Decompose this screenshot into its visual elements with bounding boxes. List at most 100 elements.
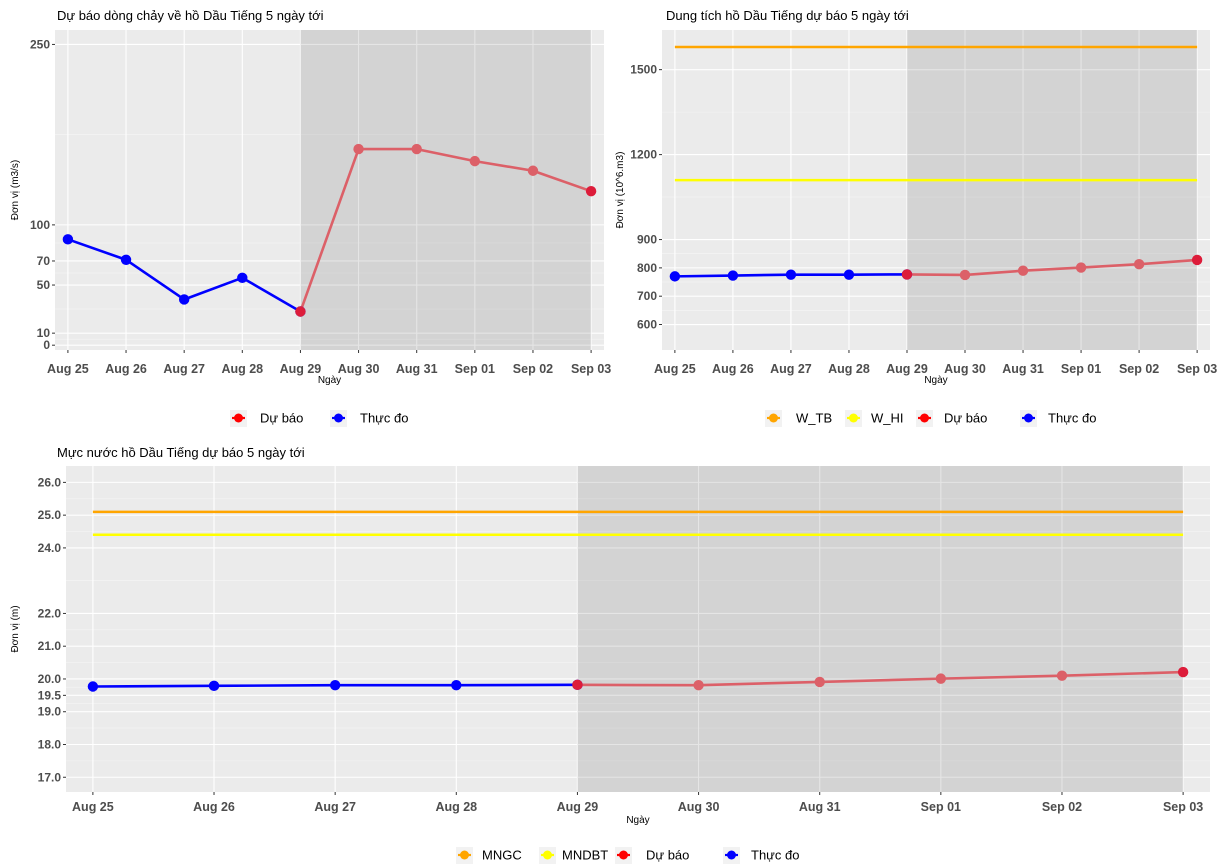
y-tick-label: 1200: [630, 148, 657, 162]
legend-key-point: [920, 413, 929, 423]
legend: W_TB W_HI Dự báo Thực đo: [765, 410, 1096, 427]
data-point: [329, 679, 341, 691]
y-tick-label: 18.0: [38, 737, 62, 751]
y-tick-label: 1500: [630, 63, 657, 77]
chart-panel-2: Dung tích hồ Dầu Tiếng dự báo 5 ngày tới…: [615, 8, 1217, 427]
legend: Dự báo Thực đo: [230, 410, 408, 427]
legend-label: Dự báo: [260, 411, 303, 426]
x-tick-label: Sep 03: [1177, 362, 1217, 376]
series-line-du-bao: [577, 670, 1184, 687]
data-point: [1177, 666, 1189, 678]
x-tick-label: Aug 27: [314, 800, 356, 814]
data-point: [935, 673, 947, 684]
legend-key-point: [334, 413, 343, 423]
data-point: [1056, 670, 1068, 681]
data-point: [208, 680, 220, 692]
data-point: [843, 269, 855, 280]
data-point: [237, 272, 248, 284]
x-axis-title: Ngày: [626, 815, 649, 826]
x-tick-label: Aug 28: [828, 362, 870, 376]
y-axis-title: Đơn vị (10^6.m3): [615, 152, 626, 229]
legend-key-point: [543, 850, 552, 860]
data-point: [120, 254, 132, 265]
y-tick-label: 250: [30, 37, 50, 51]
chart-panel-3: Mực nước hồ Dầu Tiếng dự báo 5 ngày tới 1…: [10, 445, 1210, 864]
data-point: [62, 234, 74, 245]
y-tick-label: 100: [30, 218, 50, 232]
y-tick-label: 70: [37, 254, 51, 268]
data-point: [411, 143, 422, 155]
data-point: [901, 269, 913, 280]
y-tick-label: 50: [37, 278, 51, 292]
x-tick-label: Aug 29: [557, 800, 599, 814]
y-tick-label: 900: [637, 233, 657, 247]
data-point: [572, 679, 583, 691]
data-point: [178, 294, 190, 305]
legend: MNGC MNDBT Dự báo Thực đo: [456, 847, 799, 864]
legend-key-point: [849, 413, 858, 423]
data-point: [959, 269, 971, 281]
data-point: [87, 681, 99, 692]
data-point: [1191, 254, 1203, 266]
x-tick-label: Aug 31: [799, 800, 841, 814]
data-point: [669, 271, 681, 282]
data-point: [353, 143, 364, 155]
forecast-shade: [577, 466, 1184, 792]
x-axis-title: Ngày: [924, 375, 947, 386]
x-tick-label: Aug 31: [396, 362, 438, 376]
chart-title: Mực nước hồ Dầu Tiếng dự báo 5 ngày tới: [57, 445, 305, 460]
y-tick-label: 20.0: [38, 672, 62, 686]
x-tick-label: Sep 01: [921, 800, 961, 814]
y-tick-label: 800: [637, 261, 657, 275]
data-point: [814, 676, 825, 688]
legend-label: W_TB: [796, 411, 832, 426]
legend-label: MNGC: [482, 848, 522, 863]
forecast-shade: [300, 30, 592, 350]
x-tick-label: Aug 26: [712, 362, 754, 376]
y-axis-title: Đơn vị (m3/s): [10, 160, 21, 220]
data-point: [1075, 262, 1087, 273]
y-tick-label: 10: [37, 326, 51, 340]
y-tick-label: 0: [43, 338, 50, 352]
x-tick-label: Aug 25: [654, 362, 696, 376]
y-tick-label: 21.0: [38, 639, 62, 653]
x-tick-label: Aug 31: [1002, 362, 1044, 376]
plot-background: [55, 30, 604, 350]
legend-key-point: [619, 850, 628, 860]
data-point: [785, 269, 797, 280]
legend-key-point: [1024, 413, 1033, 423]
x-tick-label: Aug 30: [678, 800, 720, 814]
x-tick-label: Aug 29: [886, 362, 928, 376]
x-tick-label: Sep 01: [455, 362, 495, 376]
x-tick-label: Aug 30: [944, 362, 986, 376]
legend-label: W_HI: [871, 411, 904, 426]
chart-panel-1: Dự báo dòng chảy về hồ Dầu Tiếng 5 ngày …: [10, 8, 611, 427]
data-point: [693, 679, 704, 691]
data-point: [1017, 265, 1029, 276]
data-point: [451, 679, 462, 691]
x-tick-label: Aug 25: [72, 800, 114, 814]
x-tick-label: Sep 01: [1061, 362, 1101, 376]
y-tick-label: 24.0: [38, 541, 62, 555]
forecast-shade: [906, 30, 1198, 350]
plot-background: [66, 466, 1210, 792]
chart-title: Dung tích hồ Dầu Tiếng dự báo 5 ngày tới: [666, 8, 909, 23]
data-point: [585, 186, 597, 197]
y-tick-label: 22.0: [38, 606, 62, 620]
x-tick-label: Aug 27: [770, 362, 812, 376]
y-tick-label: 700: [637, 289, 657, 303]
legend-label: Thực đo: [1048, 411, 1096, 426]
data-point: [469, 155, 481, 167]
x-tick-label: Aug 29: [280, 362, 322, 376]
data-point: [527, 165, 539, 176]
x-tick-label: Aug 25: [47, 362, 89, 376]
legend-key-point: [769, 413, 778, 423]
x-tick-label: Sep 02: [1119, 362, 1159, 376]
data-point: [1133, 258, 1145, 270]
x-tick-label: Sep 03: [1163, 800, 1203, 814]
y-tick-label: 17.0: [38, 770, 62, 784]
legend-label: MNDBT: [562, 848, 608, 863]
data-point: [295, 306, 306, 317]
